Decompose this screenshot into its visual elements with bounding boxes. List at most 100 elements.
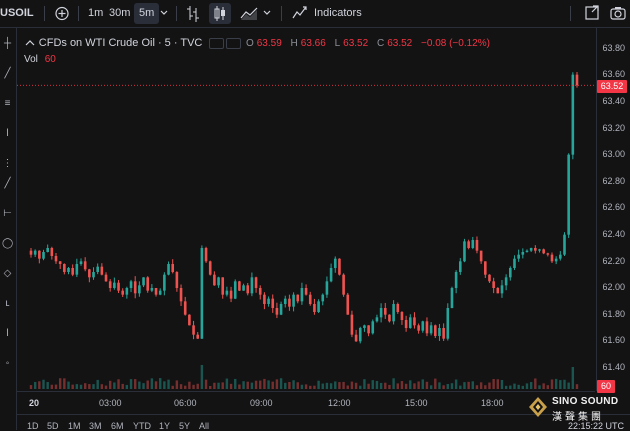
fib-icon[interactable]: ≡	[4, 98, 11, 109]
indicators-button[interactable]	[292, 0, 308, 27]
low-label: L	[334, 38, 341, 49]
pattern-icon[interactable]: ╱	[4, 178, 11, 189]
time-tick: 20	[29, 398, 40, 408]
volume-bar	[121, 383, 124, 389]
interval-30m-button[interactable]: 30m	[109, 7, 131, 19]
volume-bar	[188, 381, 191, 389]
volume-bar	[259, 380, 262, 389]
volume-bar	[71, 384, 74, 389]
price-tick: 63.40	[602, 96, 625, 106]
volume-bar	[221, 382, 224, 389]
volume-bar	[442, 385, 445, 389]
current-price-badge: 63.52	[597, 80, 627, 93]
range-5d-button[interactable]: 5D	[47, 421, 59, 431]
price-tick: 62.40	[602, 229, 625, 239]
range-all-button[interactable]: All	[199, 421, 210, 431]
magnet-icon[interactable]: ʟ	[5, 298, 10, 309]
clock[interactable]: 22:15:22 UTC	[568, 421, 625, 431]
prediction-icon[interactable]: ⊢	[3, 208, 12, 219]
crosshair-icon[interactable]: ┼	[3, 38, 12, 49]
zoom-icon[interactable]: ◇	[3, 268, 12, 279]
volume-bar	[163, 381, 166, 389]
candle-body	[263, 294, 266, 304]
lock-icon[interactable]: ǀ	[6, 328, 9, 339]
plus-circle-icon	[55, 6, 69, 21]
range-1m-button[interactable]: 1M	[68, 421, 81, 431]
more-icon[interactable]	[226, 37, 242, 49]
symbol-search-button[interactable]: USOIL	[0, 7, 34, 19]
eye-icon[interactable]	[209, 37, 225, 49]
candlestick-chart	[17, 72, 595, 389]
range-6m-button[interactable]: 6M	[111, 421, 124, 431]
candles-chart-type-button[interactable]	[209, 3, 231, 24]
collapse-legend-icon[interactable]	[24, 38, 36, 48]
area-chart-type-button[interactable]	[240, 0, 258, 27]
text-icon[interactable]: ⋮	[2, 158, 13, 169]
candle-body	[29, 250, 33, 255]
interval-5m-button[interactable]: 5m	[134, 3, 160, 24]
compare-symbol-button[interactable]	[54, 0, 70, 27]
interval-dropdown-button[interactable]	[159, 0, 169, 27]
candle-body	[383, 308, 387, 315]
price-axis[interactable]: 63.80 63.60 63.40 63.20 63.00 62.80 62.6…	[596, 28, 630, 391]
volume-bar	[363, 379, 366, 389]
series-legend: CFDs on WTI Crude Oil · 5 · TVC O 63.59 H…	[24, 37, 493, 49]
volume-bar	[50, 384, 54, 389]
volume-bar	[342, 381, 345, 389]
chart-pane[interactable]	[17, 28, 595, 391]
candle-body	[563, 234, 566, 255]
volume-bar	[438, 382, 441, 389]
volume-bar	[496, 379, 500, 389]
range-ytd-button[interactable]: YTD	[133, 421, 151, 431]
volume-bar	[300, 384, 304, 389]
candle-body	[400, 312, 404, 320]
visibility-icon[interactable]: ◦	[5, 358, 10, 369]
close-label: C	[376, 38, 385, 49]
price-tick: 61.40	[602, 362, 625, 372]
candle-body	[133, 281, 137, 294]
volume-bar	[484, 385, 487, 389]
sino-sound-logo: SINO SOUND 漢聲集團	[528, 394, 624, 424]
brush-icon[interactable]: ǀ	[6, 128, 9, 139]
measure-icon[interactable]: ◯	[2, 238, 14, 249]
candle-body	[479, 250, 483, 262]
candle-body	[321, 294, 325, 302]
time-axis[interactable]: 20 03:00 06:00 09:00 12:00 15:00 18:00	[17, 391, 595, 414]
candle-body	[271, 298, 275, 308]
volume-bar	[329, 383, 333, 389]
low-value: 63.52	[343, 38, 369, 49]
volume-bar	[133, 379, 137, 389]
volume-bar	[367, 383, 370, 389]
indicators-label[interactable]: Indicators	[314, 7, 362, 19]
candle-body	[513, 258, 516, 268]
candle-body	[550, 254, 554, 262]
range-1d-button[interactable]: 1D	[27, 421, 39, 431]
volume-bar	[313, 385, 316, 389]
candle-body	[325, 281, 329, 295]
trend-line-icon[interactable]: ╱	[4, 68, 11, 79]
series-title[interactable]: CFDs on WTI Crude Oil · 5 · TVC	[38, 37, 203, 49]
candle-body	[75, 264, 79, 275]
candle-body	[50, 248, 54, 256]
time-tick: 12:00	[328, 398, 351, 408]
volume-bar	[200, 365, 204, 389]
range-3m-button[interactable]: 3M	[89, 421, 102, 431]
open-value: 63.59	[256, 38, 282, 49]
volume-value: 60	[44, 54, 56, 65]
interval-1m-button[interactable]: 1m	[88, 7, 104, 19]
high-label: H	[290, 38, 298, 49]
candle-body	[146, 277, 150, 291]
candle-body	[542, 249, 545, 254]
snapshot-button[interactable]	[610, 0, 626, 27]
candle-body	[275, 308, 279, 315]
bar-chart-type-button[interactable]	[186, 0, 200, 27]
chart-type-dropdown-button[interactable]	[262, 0, 272, 27]
price-tick: 62.20	[602, 256, 625, 266]
candle-body	[108, 281, 112, 288]
candle-body	[54, 256, 58, 262]
range-5y-button[interactable]: 5Y	[179, 421, 191, 431]
change-value: −0.08 (−0.12%)	[421, 38, 490, 49]
range-1y-button[interactable]: 1Y	[159, 421, 171, 431]
candle-body	[254, 277, 258, 288]
fullscreen-button[interactable]	[584, 0, 600, 27]
